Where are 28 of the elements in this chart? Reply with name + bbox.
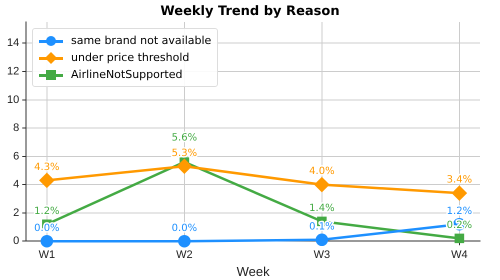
legend-label: under price threshold — [71, 51, 190, 64]
x-tick-label: W1 — [38, 248, 56, 261]
data-label: 1.4% — [309, 202, 335, 214]
x-tick-label: W4 — [451, 248, 468, 261]
legend-label: AirlineNotSupported — [71, 68, 182, 81]
y-tick-label: 6 — [13, 150, 20, 162]
data-label: 0.1% — [309, 221, 335, 232]
data-label: 5.6% — [172, 132, 198, 144]
data-label: 0.0% — [172, 222, 198, 234]
y-tick-label: 0 — [13, 235, 20, 248]
x-tick-label: W2 — [176, 248, 193, 261]
y-tick-label: 8 — [13, 122, 20, 134]
x-axis-title: Week — [236, 264, 270, 279]
x-tick-label: W3 — [314, 248, 330, 261]
data-label: 3.4% — [446, 174, 472, 186]
data-label: 4.0% — [309, 166, 335, 178]
y-tick-label: 4 — [13, 178, 20, 191]
data-label: 0.0% — [34, 222, 60, 234]
chart-title: Weekly Trend by Reason — [159, 4, 341, 19]
y-tick-label: 12 — [6, 66, 20, 78]
legend-label: same brand not available — [71, 34, 212, 47]
data-label: 4.3% — [34, 162, 60, 173]
y-tick-label: 14 — [6, 37, 20, 50]
data-label: 5.3% — [172, 148, 198, 159]
data-label: 1.2% — [34, 206, 60, 217]
data-label: 1.2% — [446, 206, 472, 217]
y-tick-label: 2 — [13, 206, 20, 219]
y-tick-label: 10 — [6, 94, 20, 106]
